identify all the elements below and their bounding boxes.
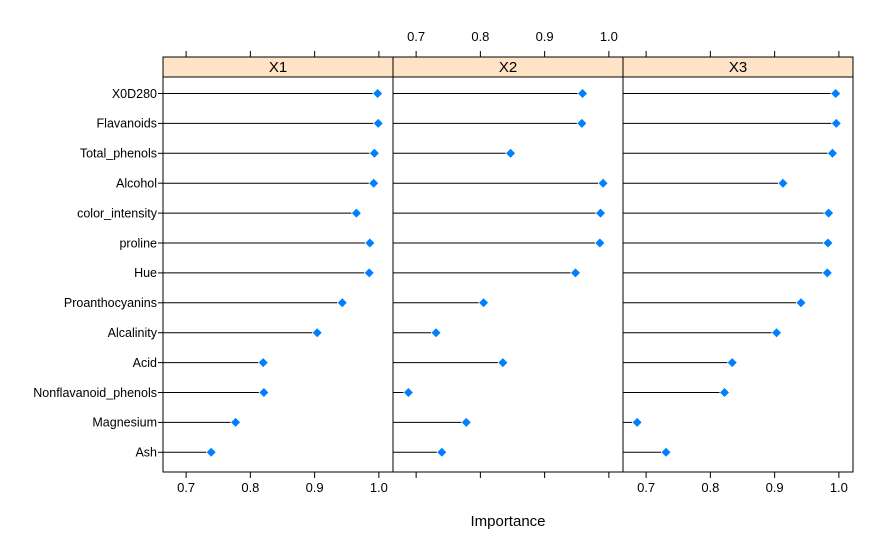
data-point: [231, 417, 241, 427]
data-point: [577, 118, 587, 128]
data-point: [827, 148, 837, 158]
strip-label: X1: [269, 59, 287, 76]
data-point: [570, 268, 580, 278]
axis-tick-label: 0.8: [701, 480, 719, 495]
data-point: [206, 447, 216, 457]
category-label: proline: [119, 236, 157, 250]
data-point: [831, 89, 841, 98]
category-label: Nonflavanoid_phenols: [33, 386, 157, 400]
data-point: [369, 148, 379, 158]
category-label: Proanthocyanins: [64, 296, 157, 310]
category-label: Magnesium: [92, 416, 157, 430]
data-point: [632, 417, 642, 427]
x-axis-title: Importance: [470, 513, 545, 530]
data-point: [437, 447, 447, 457]
strip-label: X3: [729, 59, 747, 76]
data-point: [720, 388, 730, 397]
data-point: [403, 388, 413, 397]
category-label: Ash: [135, 446, 157, 460]
panel-border: [392, 76, 624, 473]
category-label: Acid: [133, 356, 157, 370]
axis-tick-label: 0.7: [637, 480, 655, 495]
data-point: [823, 238, 833, 248]
panel-border: [622, 76, 854, 473]
axis-tick-label: 1.0: [830, 480, 848, 495]
strip-label: X2: [499, 59, 517, 76]
category-label: Flavanoids: [97, 117, 157, 131]
data-point: [337, 298, 347, 308]
data-point: [596, 208, 606, 218]
data-point: [831, 118, 841, 128]
data-point: [461, 417, 471, 427]
data-point: [778, 178, 788, 188]
data-point: [369, 178, 379, 188]
category-label: Alcalinity: [108, 326, 158, 340]
data-point: [598, 178, 608, 188]
data-point: [373, 118, 383, 128]
data-point: [365, 238, 375, 248]
data-point: [578, 89, 588, 98]
data-point: [772, 328, 782, 338]
axis-tick-label: 0.9: [536, 29, 554, 44]
data-point: [595, 238, 605, 248]
data-point: [661, 447, 671, 457]
data-point: [373, 89, 383, 98]
data-point: [824, 208, 834, 218]
data-point: [727, 358, 737, 368]
category-label: Alcohol: [116, 177, 157, 191]
data-point: [259, 388, 269, 397]
axis-tick-label: 0.7: [407, 29, 425, 44]
axis-tick-label: 0.7: [177, 480, 195, 495]
category-label: X0D280: [112, 87, 157, 101]
axis-tick-label: 1.0: [600, 29, 618, 44]
data-point: [312, 328, 322, 338]
data-point: [258, 358, 268, 368]
category-label: Hue: [134, 266, 157, 280]
data-point: [796, 298, 806, 308]
axis-tick-label: 1.0: [370, 480, 388, 495]
data-point: [506, 148, 516, 158]
data-point: [431, 328, 441, 338]
data-point: [364, 268, 374, 278]
axis-tick-label: 0.9: [306, 480, 324, 495]
panel-border: [162, 76, 394, 473]
data-point: [822, 268, 832, 278]
data-point: [498, 358, 508, 368]
category-label: color_intensity: [77, 206, 158, 220]
axis-tick-label: 0.8: [241, 480, 259, 495]
axis-tick-label: 0.8: [471, 29, 489, 44]
data-point: [351, 208, 361, 218]
category-label: Total_phenols: [80, 147, 157, 161]
data-point: [479, 298, 489, 308]
axis-tick-label: 0.9: [766, 480, 784, 495]
